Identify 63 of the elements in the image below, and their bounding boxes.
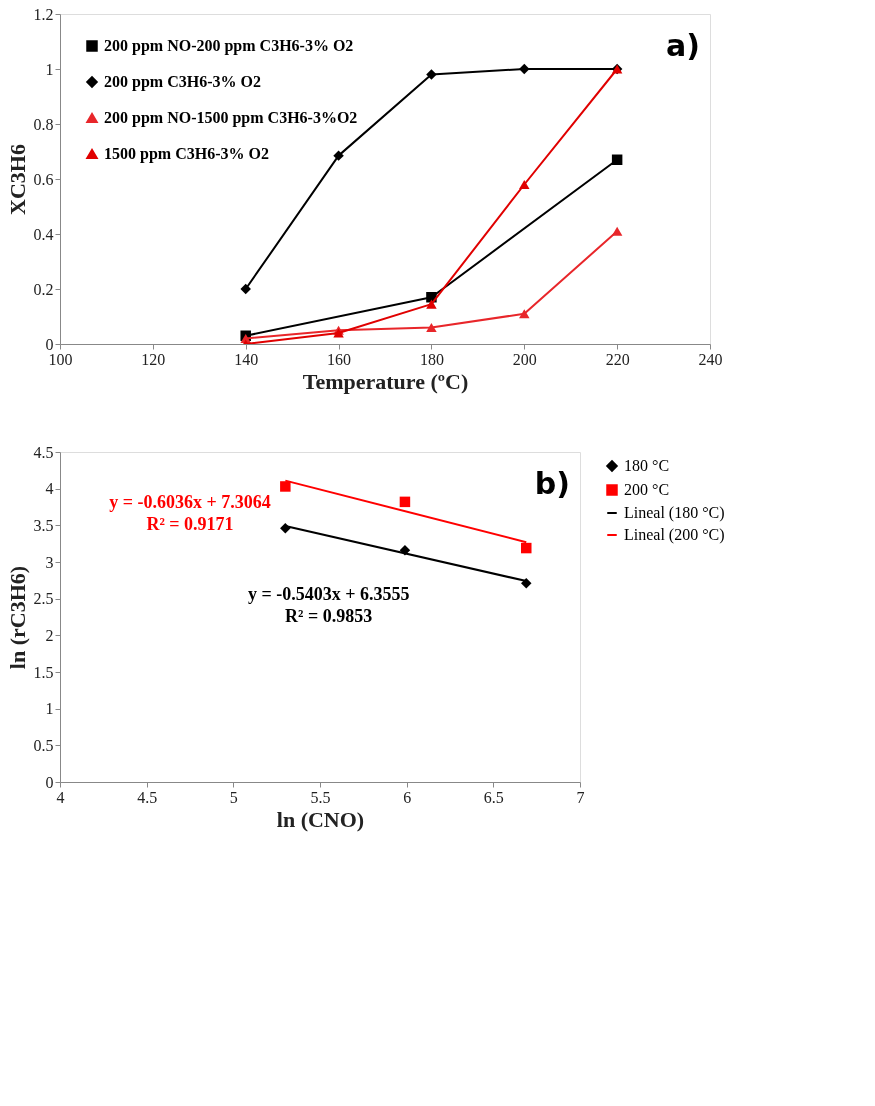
- y-tick-label: 0.5: [33, 736, 54, 754]
- y-tick-label: 1.5: [33, 663, 54, 681]
- point: [519, 309, 530, 319]
- annotation: b): [534, 466, 570, 501]
- y-tick-label: 3: [45, 553, 54, 571]
- y-tick-label: 0.4: [33, 225, 54, 243]
- x-tick-label: 180: [419, 350, 444, 368]
- legend-label: 200 ppm NO-1500 ppm C3H6-3%O2: [104, 109, 358, 127]
- y-tick-label: 3.5: [33, 516, 54, 534]
- x-axis-title: Temperature (ºC): [302, 368, 469, 394]
- y-tick-label: 1.2: [33, 5, 54, 23]
- point: [399, 496, 411, 508]
- annotation: R² = 0.9171: [146, 513, 234, 534]
- x-axis-title: ln (CNO): [276, 806, 365, 832]
- legend-label: 1500 ppm C3H6-3% O2: [104, 145, 269, 163]
- point: [426, 69, 437, 80]
- y-tick-label: 2: [45, 626, 54, 644]
- point: [521, 578, 532, 589]
- legend-label: Lineal (180 °C): [624, 504, 725, 522]
- point: [240, 283, 251, 295]
- y-tick-label: 0: [45, 335, 54, 353]
- y-tick-label: 1: [45, 60, 54, 78]
- legend-label: 200 ppm C3H6-3% O2: [104, 73, 261, 91]
- x-tick-label: 160: [327, 350, 352, 368]
- annotation: a): [666, 28, 700, 63]
- x-tick-label: 5: [229, 788, 238, 806]
- x-tick-label: 220: [605, 350, 630, 368]
- x-tick-label: 240: [698, 350, 723, 368]
- y-tick-label: 4.5: [33, 443, 54, 461]
- legend-label: Lineal (200 °C): [624, 526, 725, 544]
- y-tick-label: 0.6: [33, 170, 54, 188]
- point: [521, 542, 532, 554]
- legend-label: 200 °C: [624, 481, 670, 498]
- y-tick-label: 0.2: [33, 280, 54, 298]
- point: [519, 63, 530, 75]
- annotation: y = -0.5403x + 6.3555: [247, 584, 410, 604]
- y-tick-label: 4: [45, 480, 54, 498]
- y-axis-title: XC3H6: [4, 144, 30, 215]
- legend-label: 200 ppm NO-200 ppm C3H6-3% O2: [104, 37, 354, 55]
- x-tick-label: 100: [48, 350, 73, 368]
- x-tick-label: 120: [141, 350, 166, 368]
- y-axis-title: ln (rC3H6): [4, 565, 30, 670]
- x-tick-label: 200: [512, 350, 537, 368]
- point: [280, 481, 291, 492]
- point: [333, 150, 344, 161]
- x-tick-label: 140: [234, 350, 259, 368]
- x-tick-label: 4: [56, 788, 65, 806]
- y-tick-label: 1: [45, 700, 54, 718]
- point: [611, 226, 623, 236]
- annotation: R² = 0.9853: [285, 606, 373, 626]
- x-tick-label: 4.5: [137, 788, 158, 806]
- point: [426, 299, 437, 309]
- y-tick-label: 0.8: [33, 115, 54, 133]
- point: [519, 179, 530, 190]
- y-tick-label: 0: [45, 773, 54, 791]
- x-tick-label: 7: [576, 788, 585, 806]
- annotation: y = -0.6036x + 7.3064: [109, 491, 271, 512]
- point: [426, 322, 437, 333]
- y-tick-label: 2.5: [33, 590, 54, 608]
- x-tick-label: 6: [403, 788, 412, 806]
- x-tick-label: 5.5: [310, 788, 331, 806]
- x-tick-label: 6.5: [483, 788, 504, 806]
- legend-label: 180 °C: [624, 457, 670, 474]
